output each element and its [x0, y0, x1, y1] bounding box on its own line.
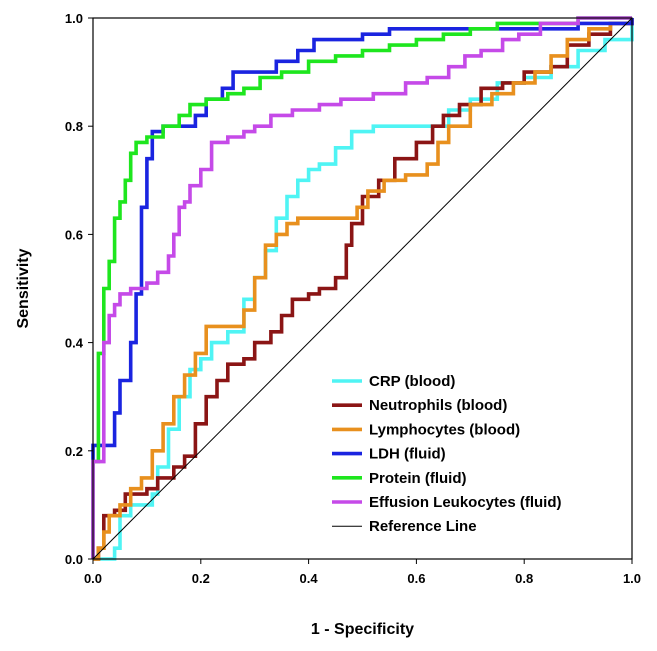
series-line-reference-line	[92, 17, 633, 560]
x-tick-label: 0.0	[84, 571, 102, 586]
legend: CRP (blood) Neutrophils (blood) Lymphocyte…	[332, 373, 562, 535]
legend-label-ldh-fluid: LDH (fluid)	[369, 446, 446, 463]
legend-label-protein-fluid: Protein (fluid)	[369, 470, 467, 487]
legend-label-reference-line: Reference Line	[369, 518, 477, 535]
plot-area	[91, 16, 634, 561]
y-tick-label: 0.0	[65, 552, 83, 567]
legend-label-neutrophils-blood: Neutrophils (blood)	[369, 397, 507, 414]
series-line-neutrophils-blood	[93, 18, 634, 561]
series-line-effusion-leukocytes-fluid	[91, 16, 632, 559]
y-tick-label: 0.4	[65, 336, 84, 351]
axes: 0.0 0.2 0.4 0.6 0.8 1.0 0.0 0.2 0.4 0.6 0.8 1.0	[65, 11, 641, 586]
y-tick-label: 0.6	[65, 227, 83, 242]
legend-label-crp-blood: CRP (blood)	[369, 373, 455, 390]
x-tick-label: 0.2	[192, 571, 210, 586]
x-axis-title: 1 - Specificity	[311, 621, 414, 638]
x-tick-label: 0.4	[300, 571, 319, 586]
x-tick-label: 0.8	[515, 571, 533, 586]
series-line-protein-fluid	[91, 16, 632, 559]
legend-label-effusion-leukocytes-fluid: Effusion Leukocytes (fluid)	[369, 494, 562, 511]
plot-frame	[92, 17, 633, 560]
series-line-lymphocytes-blood	[93, 18, 634, 561]
legend-label-lymphocytes-blood: Lymphocytes (blood)	[369, 421, 520, 438]
x-tick-label: 0.6	[407, 571, 425, 586]
y-tick-label: 0.8	[65, 119, 83, 134]
y-tick-label: 0.2	[65, 444, 83, 459]
y-axis-title: Sensitivity	[15, 248, 32, 328]
x-tick-label: 1.0	[623, 571, 641, 586]
y-tick-label: 1.0	[65, 11, 83, 26]
